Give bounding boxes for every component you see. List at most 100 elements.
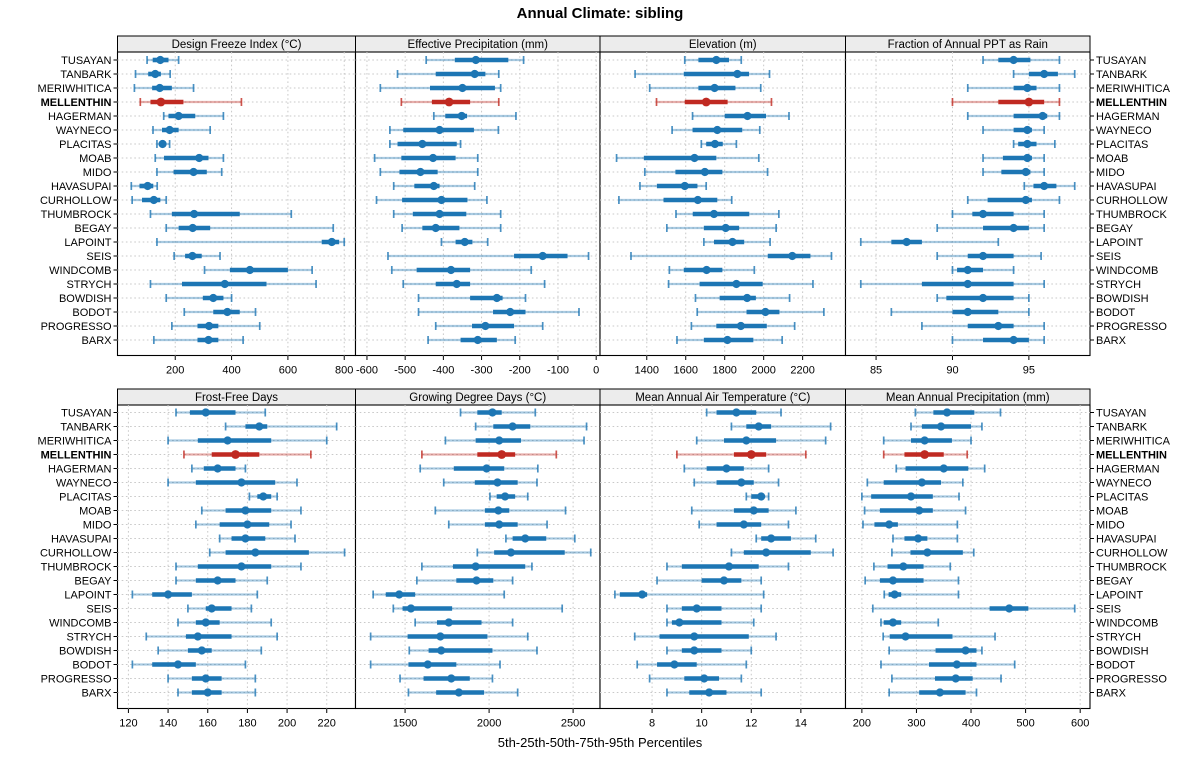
median-dot [435,125,444,135]
median-dot [963,265,972,275]
percentile-row-mido [862,520,959,529]
percentile-row-bowdish [936,293,1030,303]
site-label-left-begay: BEGAY [74,575,112,587]
percentile-row-wayneco [982,125,1046,135]
median-dot [1009,223,1018,233]
panel-strip-label: Growing Degree Days (°C) [409,392,546,404]
median-dot [259,492,268,501]
percentile-row-lapoint [372,590,506,599]
median-dot [201,408,210,417]
percentile-row-mellenthin [655,97,773,107]
median-dot [712,55,721,65]
percentile-row-mellenthin [400,97,500,107]
percentile-row-curhollow [891,548,975,557]
x-axis-tick-label: 2500 [561,718,585,730]
percentile-row-havasupai [392,181,476,191]
site-label-left-lapoint: LAPOINT [64,589,111,601]
panel-mean-annual-precipitation-mm: Mean Annual Precipitation (mm) 200 300 400 5… [844,388,1094,730]
median-dot [429,181,438,191]
site-label-left-hagerman: HAGERMAN [48,111,112,123]
median-dot [1005,604,1014,613]
median-dot [702,265,711,275]
site-label-right-curhollow: CURHOLLOW [1096,547,1168,559]
median-dot [223,307,232,317]
percentile-row-mellenthin [139,97,243,107]
percentile-row-meriwhitica [882,436,972,445]
median-dot [743,111,752,121]
median-dot [201,618,210,627]
site-label-right-lapoint: LAPOINT [1096,589,1143,601]
panel-frame [354,51,601,357]
percentile-row-begay [656,576,763,585]
percentile-row-bodot [131,660,247,669]
median-dot [899,562,908,571]
median-dot [888,576,898,585]
x-axis-tick-label: 200 [853,718,871,730]
percentile-row-progresso [891,674,1002,683]
site-label-left-havasupai: HAVASUPAI [51,181,112,193]
median-dot [454,688,463,697]
median-dot [156,55,165,65]
percentile-row-hagerman [966,111,1061,121]
percentile-row-progresso [167,674,257,683]
percentile-row-curhollow [966,195,1061,205]
percentile-row-hagerman [419,464,539,473]
median-dot [690,632,699,641]
median-dot [942,408,952,417]
percentile-row-tusayan [146,55,180,65]
percentile-row-mellenthin [676,450,807,459]
percentile-row-seis [173,251,221,261]
x-axis-tick-label: 95 [1023,365,1035,377]
median-dot [209,293,218,303]
site-label-left-bowdish: BOWDISH [59,645,112,657]
percentile-row-seis [936,251,1042,261]
site-label-left-mellenthin: MELLENTHIN [41,449,112,461]
site-label-right-placitas: PLACITAS [1096,491,1148,503]
median-dot [701,97,711,107]
median-dot [710,139,720,149]
median-dot [201,674,210,683]
site-label-left-thumbrock: THUMBROCK [41,561,113,573]
percentile-row-meriwhitica [379,83,502,93]
median-dot [1023,125,1032,135]
median-dot [473,335,482,345]
percentile-row-tusayan [914,408,1002,417]
site-label-right-strych: STRYCH [1096,279,1141,291]
x-axis-tick-label: 14 [795,718,807,730]
x-axis-tick-label: 600 [279,365,297,377]
median-dot [920,450,930,459]
x-axis-tick-label: 600 [1071,718,1089,730]
median-dot [762,548,771,557]
median-dot [978,251,988,261]
site-label-left-moab: MOAB [79,153,111,165]
median-dot [1023,139,1032,149]
site-label-left-placitas: PLACITAS [59,139,111,151]
percentile-row-wayneco [389,125,500,135]
median-dot [705,688,714,697]
panel-elevation-m: Elevation (m) 1400 1600 1800 2000 2200 [599,35,847,377]
median-dot [1040,181,1049,191]
percentile-row-curhollow [730,548,834,557]
median-dot [754,422,763,431]
percentile-row-progresso [690,321,796,331]
percentile-row-havasupai [892,534,959,543]
panel-mean-annual-air-temperature-c: Mean Annual Air Temperature (°C) 8 10 12 14 [599,388,847,730]
percentile-row-strych [402,279,546,289]
median-dot [939,464,948,473]
median-dot [675,618,684,627]
percentile-row-begay [936,223,1046,233]
median-dot [155,83,164,93]
percentile-row-moab [615,153,760,163]
median-dot [746,450,756,459]
median-dot [495,436,504,445]
site-label-left-mellenthin: MELLENTHIN [41,97,112,109]
median-dot [709,209,719,219]
site-label-left-progresso: PROGRESSO [41,673,112,685]
site-label-right-curhollow: CURHOLLOW [1096,195,1168,207]
panel-frame [354,404,601,710]
median-dot [436,632,445,641]
site-label-left-curhollow: CURHOLLOW [40,195,112,207]
median-dot [174,111,183,121]
percentile-row-mido [379,167,479,177]
